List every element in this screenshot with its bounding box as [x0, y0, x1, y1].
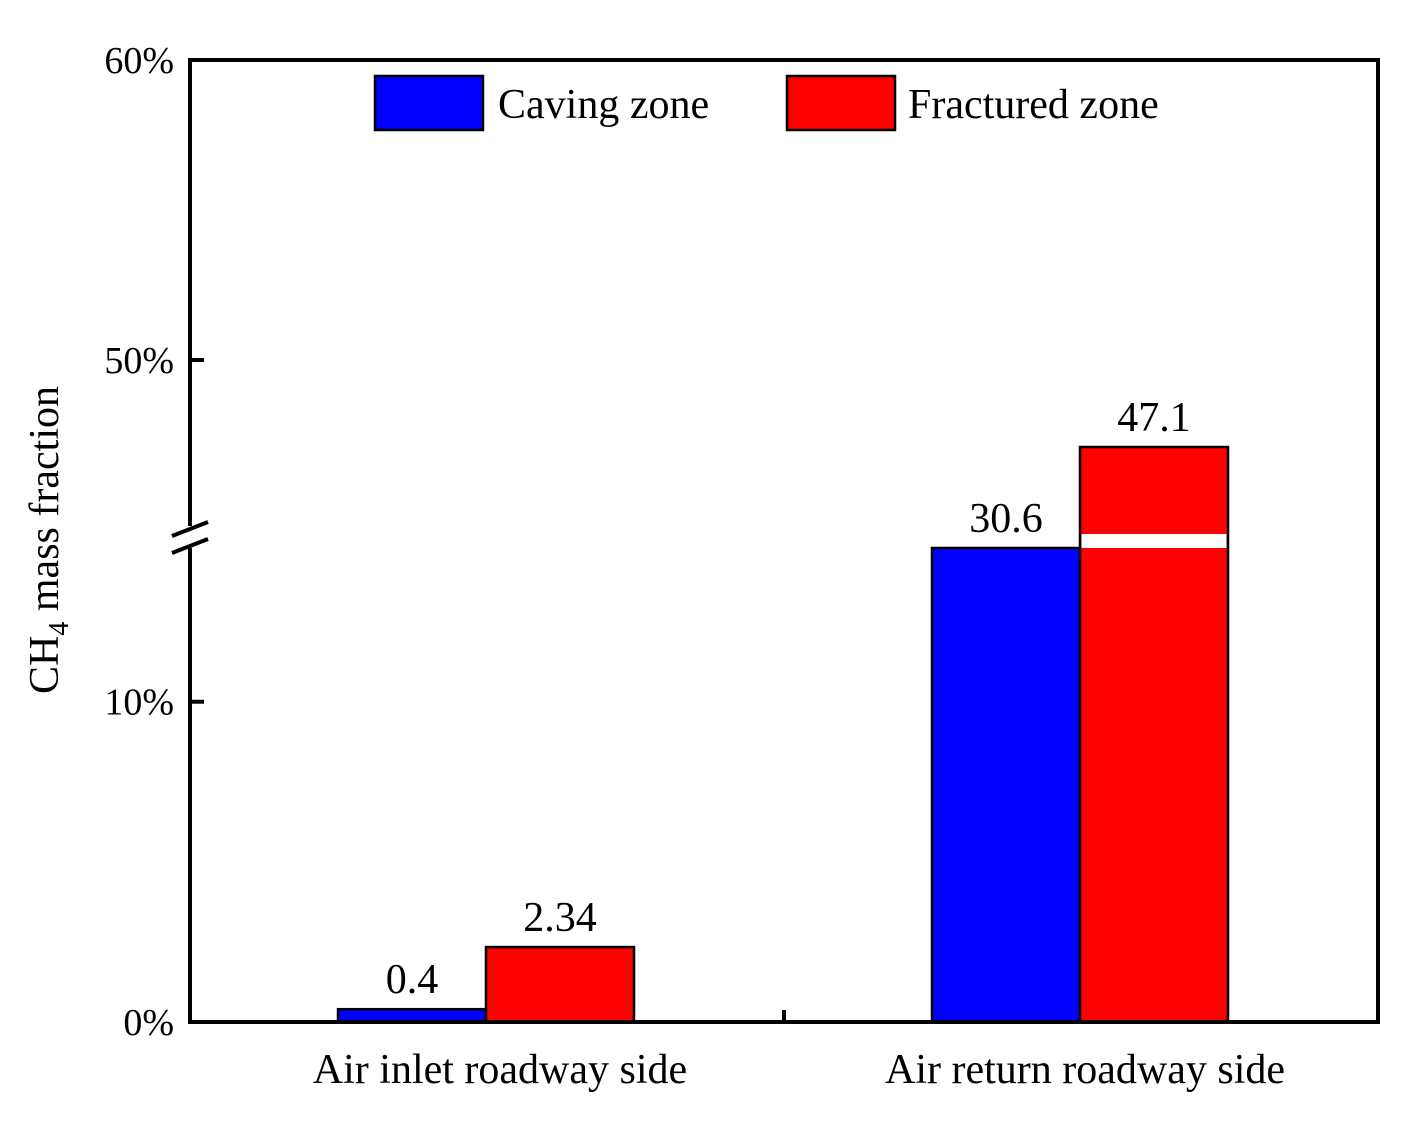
y-tick-label: 60%	[104, 40, 174, 82]
y-axis-ticks: 0% 10% 50% 60%	[104, 40, 204, 1044]
y-tick-label: 0%	[123, 1002, 174, 1044]
data-label: 0.4	[386, 957, 439, 1003]
legend-swatch-caving-zone	[373, 74, 485, 132]
y-tick-label: 10%	[104, 682, 174, 724]
x-category-label: Air inlet roadway side	[313, 1047, 687, 1093]
data-label: 2.34	[523, 895, 597, 941]
y-tick-label: 50%	[104, 340, 174, 382]
bar-caving-zone	[930, 546, 1082, 1024]
axis-break-slash-lower	[171, 537, 209, 555]
bar-fractured-zone	[484, 945, 636, 1024]
data-labels: 0.4 2.34 30.6 47.1	[386, 395, 1191, 1003]
legend-swatch-fractured-zone	[785, 74, 897, 132]
axis-break-slash-upper	[171, 520, 209, 538]
legend-label: Caving zone	[498, 82, 709, 128]
data-label: 30.6	[969, 496, 1043, 542]
legend-label: Fractured zone	[908, 82, 1159, 128]
x-category-label: Air return roadway side	[885, 1047, 1285, 1093]
legend: Caving zone Fractured zone	[373, 74, 1159, 132]
bars-layer	[336, 445, 1230, 1024]
bar-break-gap	[1081, 534, 1227, 548]
category-labels: Air inlet roadway side Air return roadway…	[313, 1047, 1285, 1093]
bar-fractured-zone	[1078, 445, 1230, 1024]
data-label: 47.1	[1117, 395, 1191, 441]
y-axis-break-marker	[171, 520, 209, 555]
y-axis-title: CH4 mass fraction	[22, 386, 75, 694]
axis-break-gaps	[1081, 534, 1227, 548]
